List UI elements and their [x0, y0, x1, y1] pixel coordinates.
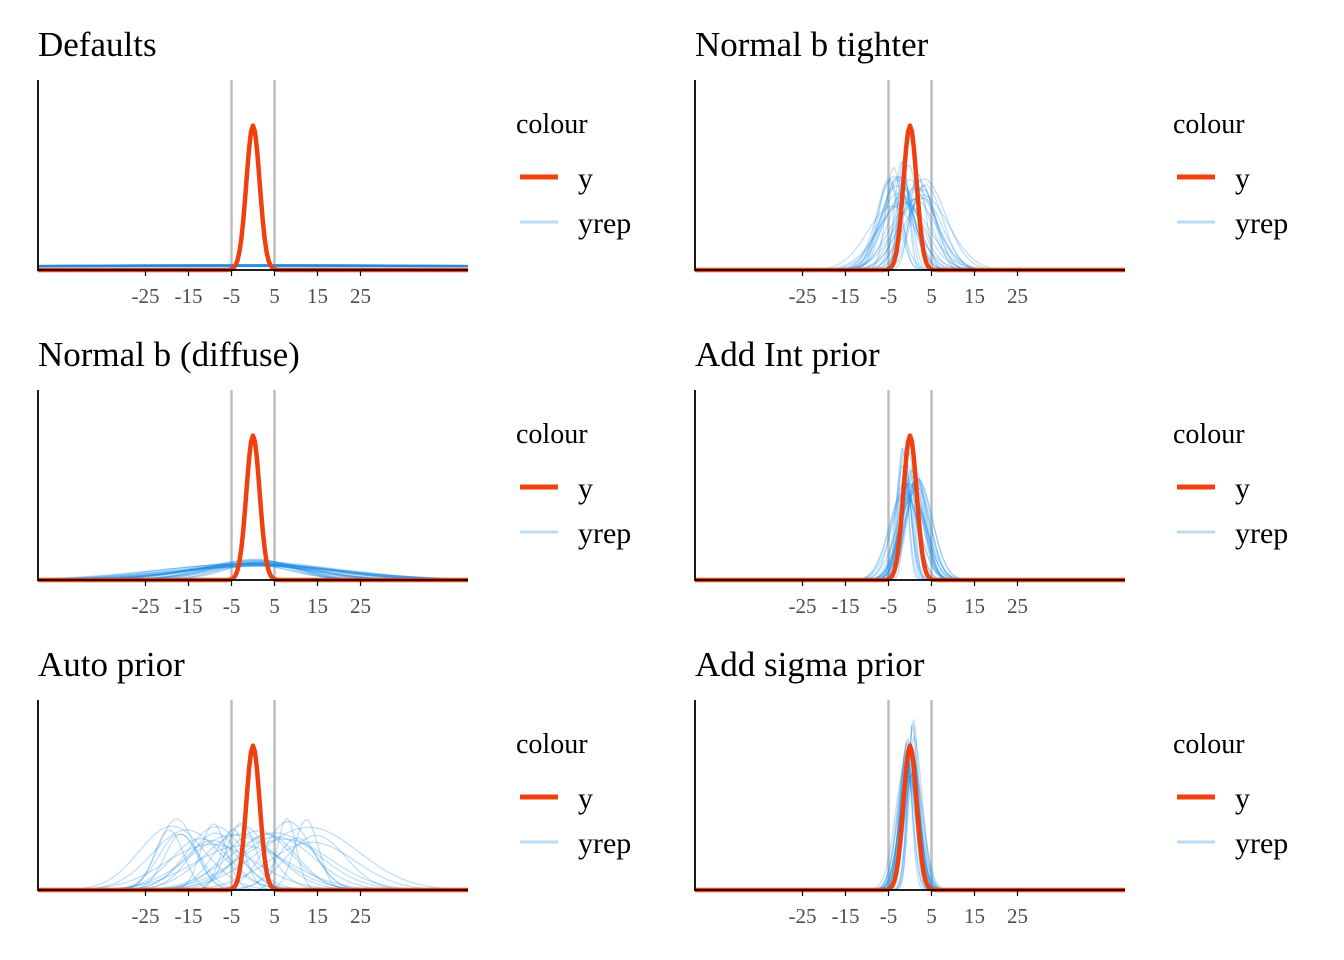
x-tick-label: -15	[832, 594, 860, 618]
legend-label-y: y	[1235, 162, 1250, 195]
x-tick-label: -5	[223, 284, 241, 308]
yrep-density-line	[37, 264, 469, 267]
x-tick-label: 15	[964, 904, 985, 928]
legend-label-y: y	[578, 782, 593, 815]
yrep-density-line	[37, 564, 469, 581]
legend-title: colour	[516, 729, 588, 760]
yrep-density-line	[37, 264, 469, 267]
x-tick-label: 5	[926, 284, 937, 308]
legend-title: colour	[516, 109, 588, 140]
yrep-draws	[37, 558, 469, 581]
y-density-line	[37, 123, 469, 273]
yrep-draws	[37, 817, 469, 891]
yrep-draws	[37, 263, 469, 268]
x-tick-label: -25	[789, 594, 817, 618]
x-tick-label: 25	[350, 284, 371, 308]
legend-label-yrep: yrep	[578, 207, 631, 240]
legend-title: colour	[516, 419, 588, 450]
legend-label-yrep: yrep	[1235, 517, 1288, 550]
legend-label-y: y	[1235, 782, 1250, 815]
x-tick-label: 15	[964, 594, 985, 618]
y-density-line	[37, 743, 469, 893]
yrep-density-line	[37, 563, 469, 580]
x-tick-label: 25	[350, 904, 371, 928]
panel-title: Normal b (diffuse)	[38, 335, 300, 374]
yrep-density-line	[37, 264, 468, 267]
x-tick-label: -15	[175, 904, 203, 928]
yrep-density-line	[37, 562, 469, 581]
yrep-density-line	[37, 565, 469, 581]
yrep-draws	[695, 446, 1125, 581]
x-tick-label: -5	[223, 904, 241, 928]
x-tick-label: -15	[832, 284, 860, 308]
legend-label-yrep: yrep	[578, 827, 631, 860]
chart-panel: Add Int prior -25 -15 -5 5 15 25 colour y yrep	[694, 335, 1288, 618]
legend-label-y: y	[578, 472, 593, 505]
x-tick-label: 25	[1007, 284, 1028, 308]
chart-panel: Auto prior -25 -15 -5 5 15 25 colour y yrep	[37, 645, 631, 928]
yrep-density-line	[38, 836, 468, 891]
panel-title: Normal b tighter	[695, 25, 929, 64]
panel-title: Defaults	[38, 25, 157, 64]
legend-label-yrep: yrep	[1235, 207, 1288, 240]
yrep-density-line	[37, 264, 469, 267]
legend-label-yrep: yrep	[578, 517, 631, 550]
yrep-density-line	[37, 264, 469, 267]
legend-label-y: y	[578, 162, 593, 195]
chart-panel: Add sigma prior -25 -15 -5 5 15 25 colour y yrep	[694, 645, 1288, 928]
x-tick-label: -15	[832, 904, 860, 928]
yrep-density-line	[37, 264, 469, 267]
x-tick-label: -25	[132, 904, 160, 928]
yrep-draws	[695, 159, 1125, 271]
x-tick-label: 15	[307, 904, 328, 928]
x-tick-label: -5	[880, 904, 898, 928]
chart-panel: Normal b tighter -25 -15 -5 5 15 25 colour y yrep	[694, 25, 1288, 308]
panel-title: Add Int prior	[695, 335, 880, 374]
x-tick-label: 25	[1007, 904, 1028, 928]
x-tick-label: -25	[789, 284, 817, 308]
legend-title: colour	[1173, 729, 1245, 760]
x-tick-label: -5	[880, 594, 898, 618]
x-tick-label: -25	[132, 594, 160, 618]
yrep-density-line	[37, 264, 469, 267]
x-tick-label: -5	[880, 284, 898, 308]
chart-panel: Defaults -25 -15 -5 5 15 25 colour y yrep	[37, 25, 631, 308]
legend-title: colour	[1173, 419, 1245, 450]
x-tick-label: -25	[132, 284, 160, 308]
x-tick-label: -15	[175, 594, 203, 618]
x-tick-label: 15	[307, 284, 328, 308]
x-tick-label: 5	[926, 594, 937, 618]
yrep-density-line	[37, 565, 469, 581]
x-tick-label: 15	[307, 594, 328, 618]
yrep-density-line	[37, 563, 469, 581]
x-tick-label: 25	[1007, 594, 1028, 618]
chart-panel: Normal b (diffuse) -25 -15 -5 5 15 25 colour y yr…	[37, 335, 631, 618]
panel-title: Auto prior	[38, 645, 185, 684]
yrep-density-line	[37, 264, 469, 267]
yrep-density-line	[38, 264, 469, 267]
x-tick-label: 5	[926, 904, 937, 928]
yrep-density-line	[695, 160, 1125, 271]
yrep-density-line	[37, 263, 469, 267]
x-tick-label: -15	[175, 284, 203, 308]
legend-title: colour	[1173, 109, 1245, 140]
x-tick-label: 5	[269, 904, 280, 928]
x-tick-label: 5	[269, 594, 280, 618]
yrep-density-line	[37, 565, 469, 581]
x-tick-label: 15	[964, 284, 985, 308]
x-tick-label: 25	[350, 594, 371, 618]
x-tick-label: -5	[223, 594, 241, 618]
x-tick-label: -25	[789, 904, 817, 928]
yrep-density-line	[37, 264, 469, 267]
yrep-density-line	[37, 264, 469, 268]
legend-label-y: y	[1235, 472, 1250, 505]
yrep-density-line	[37, 264, 469, 267]
x-tick-label: 5	[269, 284, 280, 308]
y-density-line	[37, 433, 469, 583]
yrep-density-line	[37, 562, 469, 581]
legend-label-yrep: yrep	[1235, 827, 1288, 860]
yrep-density-line	[37, 264, 469, 267]
panel-title: Add sigma prior	[695, 645, 925, 684]
